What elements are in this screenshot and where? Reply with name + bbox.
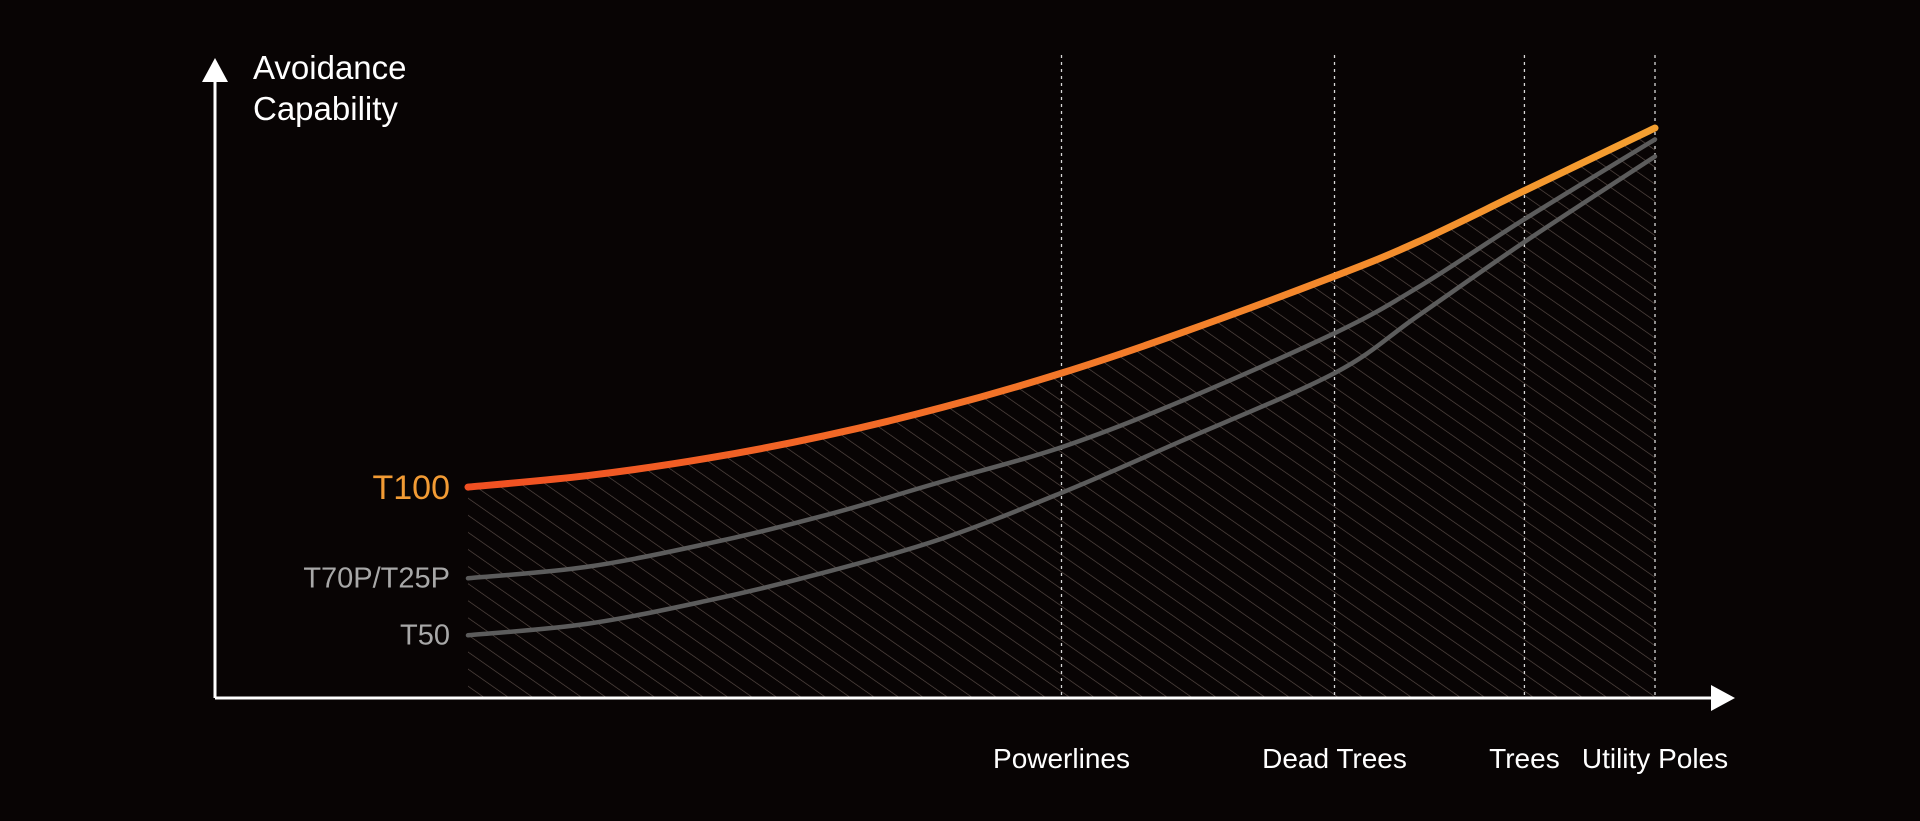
labels-group: Powerlines Dead Trees Trees Utility Poles Av… — [253, 49, 1728, 774]
x-tick-label: Dead Trees — [1262, 743, 1407, 774]
series-line-t70p-t25p — [465, 137, 1658, 581]
series-lines-group — [464, 124, 1659, 638]
y-axis-arrow-icon — [202, 58, 228, 82]
guide-lines-group — [1060, 55, 1656, 698]
series-line-t100 — [464, 124, 1659, 491]
series-label: T100 — [373, 469, 451, 507]
y-axis-label: Avoidance — [253, 49, 407, 86]
series-label: T50 — [400, 619, 450, 651]
series-line-t50 — [465, 154, 1658, 638]
x-axis-arrow-icon — [1711, 685, 1735, 711]
x-tick-label: Utility Poles — [1582, 743, 1728, 774]
y-axis-label: Capability — [253, 90, 398, 127]
series-label: T70P/T25P — [303, 562, 450, 594]
x-tick-label: Powerlines — [993, 743, 1130, 774]
axes-group — [202, 58, 1735, 711]
x-tick-label: Trees — [1489, 743, 1560, 774]
